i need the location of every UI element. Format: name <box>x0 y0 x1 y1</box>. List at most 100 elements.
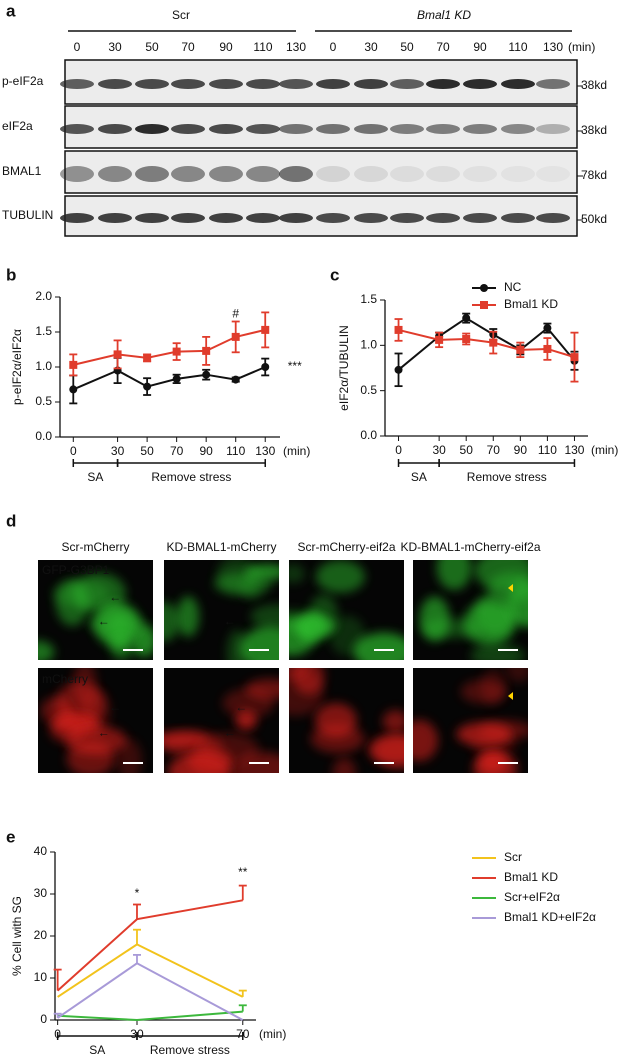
y-tick-label: 1.0 <box>35 359 52 373</box>
lane-time: 30 <box>108 40 122 54</box>
row-label: BMAL1 <box>2 164 42 178</box>
blot-band <box>354 79 388 89</box>
cell <box>38 640 55 660</box>
series-line <box>57 943 244 998</box>
x-tick-label: 50 <box>140 444 154 458</box>
cell <box>73 668 97 709</box>
blot-band <box>426 213 460 223</box>
cell <box>176 596 200 637</box>
column-label: Scr-mCherry-eif2a <box>297 540 395 554</box>
cell <box>475 591 515 636</box>
lane-time: 90 <box>473 40 487 54</box>
legend-marker <box>480 301 488 309</box>
blot-band <box>209 213 243 223</box>
blot-band <box>390 124 424 134</box>
marker <box>143 353 152 362</box>
time-unit: (min) <box>568 40 595 54</box>
blot-band <box>354 124 388 134</box>
blot-band <box>536 166 570 182</box>
blot-band <box>536 79 570 89</box>
blot-band <box>426 124 460 134</box>
x-axis-label: (min) <box>283 444 310 458</box>
blot-band <box>279 79 313 89</box>
blot-band <box>316 166 350 182</box>
cell <box>488 572 528 602</box>
blot-band <box>246 79 280 89</box>
marker <box>172 347 181 356</box>
marker <box>202 370 211 379</box>
group-label: Bmal1 KD <box>417 8 471 22</box>
marker <box>435 335 444 344</box>
x-tick-label: 110 <box>226 444 245 458</box>
phase-label: SA <box>89 1043 105 1057</box>
cells <box>419 560 528 660</box>
error-bar <box>53 968 62 991</box>
size-label: 38kd <box>581 123 607 137</box>
x-axis-label: (min) <box>259 1027 286 1041</box>
blot-band <box>354 166 388 182</box>
cell <box>55 579 89 626</box>
cell <box>422 618 482 639</box>
x-tick-label: 50 <box>460 443 474 457</box>
marker <box>172 374 181 383</box>
lane-time: 90 <box>219 40 233 54</box>
blot-band <box>354 213 388 223</box>
marker <box>143 382 152 391</box>
cells <box>164 678 279 773</box>
annotation: # <box>232 307 239 321</box>
blot-band <box>171 213 205 223</box>
blot-band <box>316 124 350 134</box>
marker <box>394 365 403 374</box>
blot-band <box>390 79 424 89</box>
lane-time: 110 <box>253 40 272 54</box>
cell <box>315 560 365 593</box>
series-line <box>56 899 243 992</box>
y-tick-label: 0 <box>40 1012 47 1026</box>
column-label: Scr-mCherry <box>62 540 130 554</box>
cell <box>375 734 404 770</box>
cell <box>94 601 140 647</box>
lane-time: 70 <box>181 40 195 54</box>
arrowhead <box>508 692 513 700</box>
row-label: TUBULIN <box>2 208 53 222</box>
blot-band <box>463 166 497 182</box>
blot-band <box>60 79 94 89</box>
legend-label: NC <box>504 280 522 294</box>
legend-label: Scr <box>504 850 522 864</box>
y-axis-label: p-eIF2α/eIF2α <box>10 329 24 405</box>
cell <box>456 722 513 746</box>
blot-band <box>60 166 94 182</box>
blot-band <box>501 213 535 223</box>
x-tick-label: 130 <box>255 444 275 458</box>
legend-marker <box>480 284 488 292</box>
blot-band <box>98 124 132 134</box>
blot-band <box>316 213 350 223</box>
marker <box>231 332 240 341</box>
lane-time: 50 <box>400 40 414 54</box>
cell <box>460 679 507 704</box>
cell <box>382 710 404 733</box>
cell <box>250 604 279 629</box>
cells <box>289 668 404 773</box>
phase-label: Remove stress <box>467 470 547 484</box>
cell <box>245 678 279 700</box>
cell <box>226 629 248 660</box>
blot-band <box>246 213 280 223</box>
x-tick-label: 30 <box>432 443 446 457</box>
error-bar <box>132 928 141 945</box>
marker <box>570 353 579 362</box>
size-label: 38kd <box>581 78 607 92</box>
marker <box>261 363 270 371</box>
arrow: ← <box>109 590 121 604</box>
y-tick-label: 1.5 <box>35 324 52 338</box>
blot-band <box>279 124 313 134</box>
blot-band <box>60 124 94 134</box>
lane-time: 0 <box>74 40 81 54</box>
channel-label: mCherry <box>42 672 88 686</box>
arrow: ← <box>235 590 247 604</box>
lane-time: 50 <box>145 40 159 54</box>
blot-band <box>171 79 205 89</box>
blot-band <box>98 166 132 182</box>
series-line <box>57 962 244 1021</box>
